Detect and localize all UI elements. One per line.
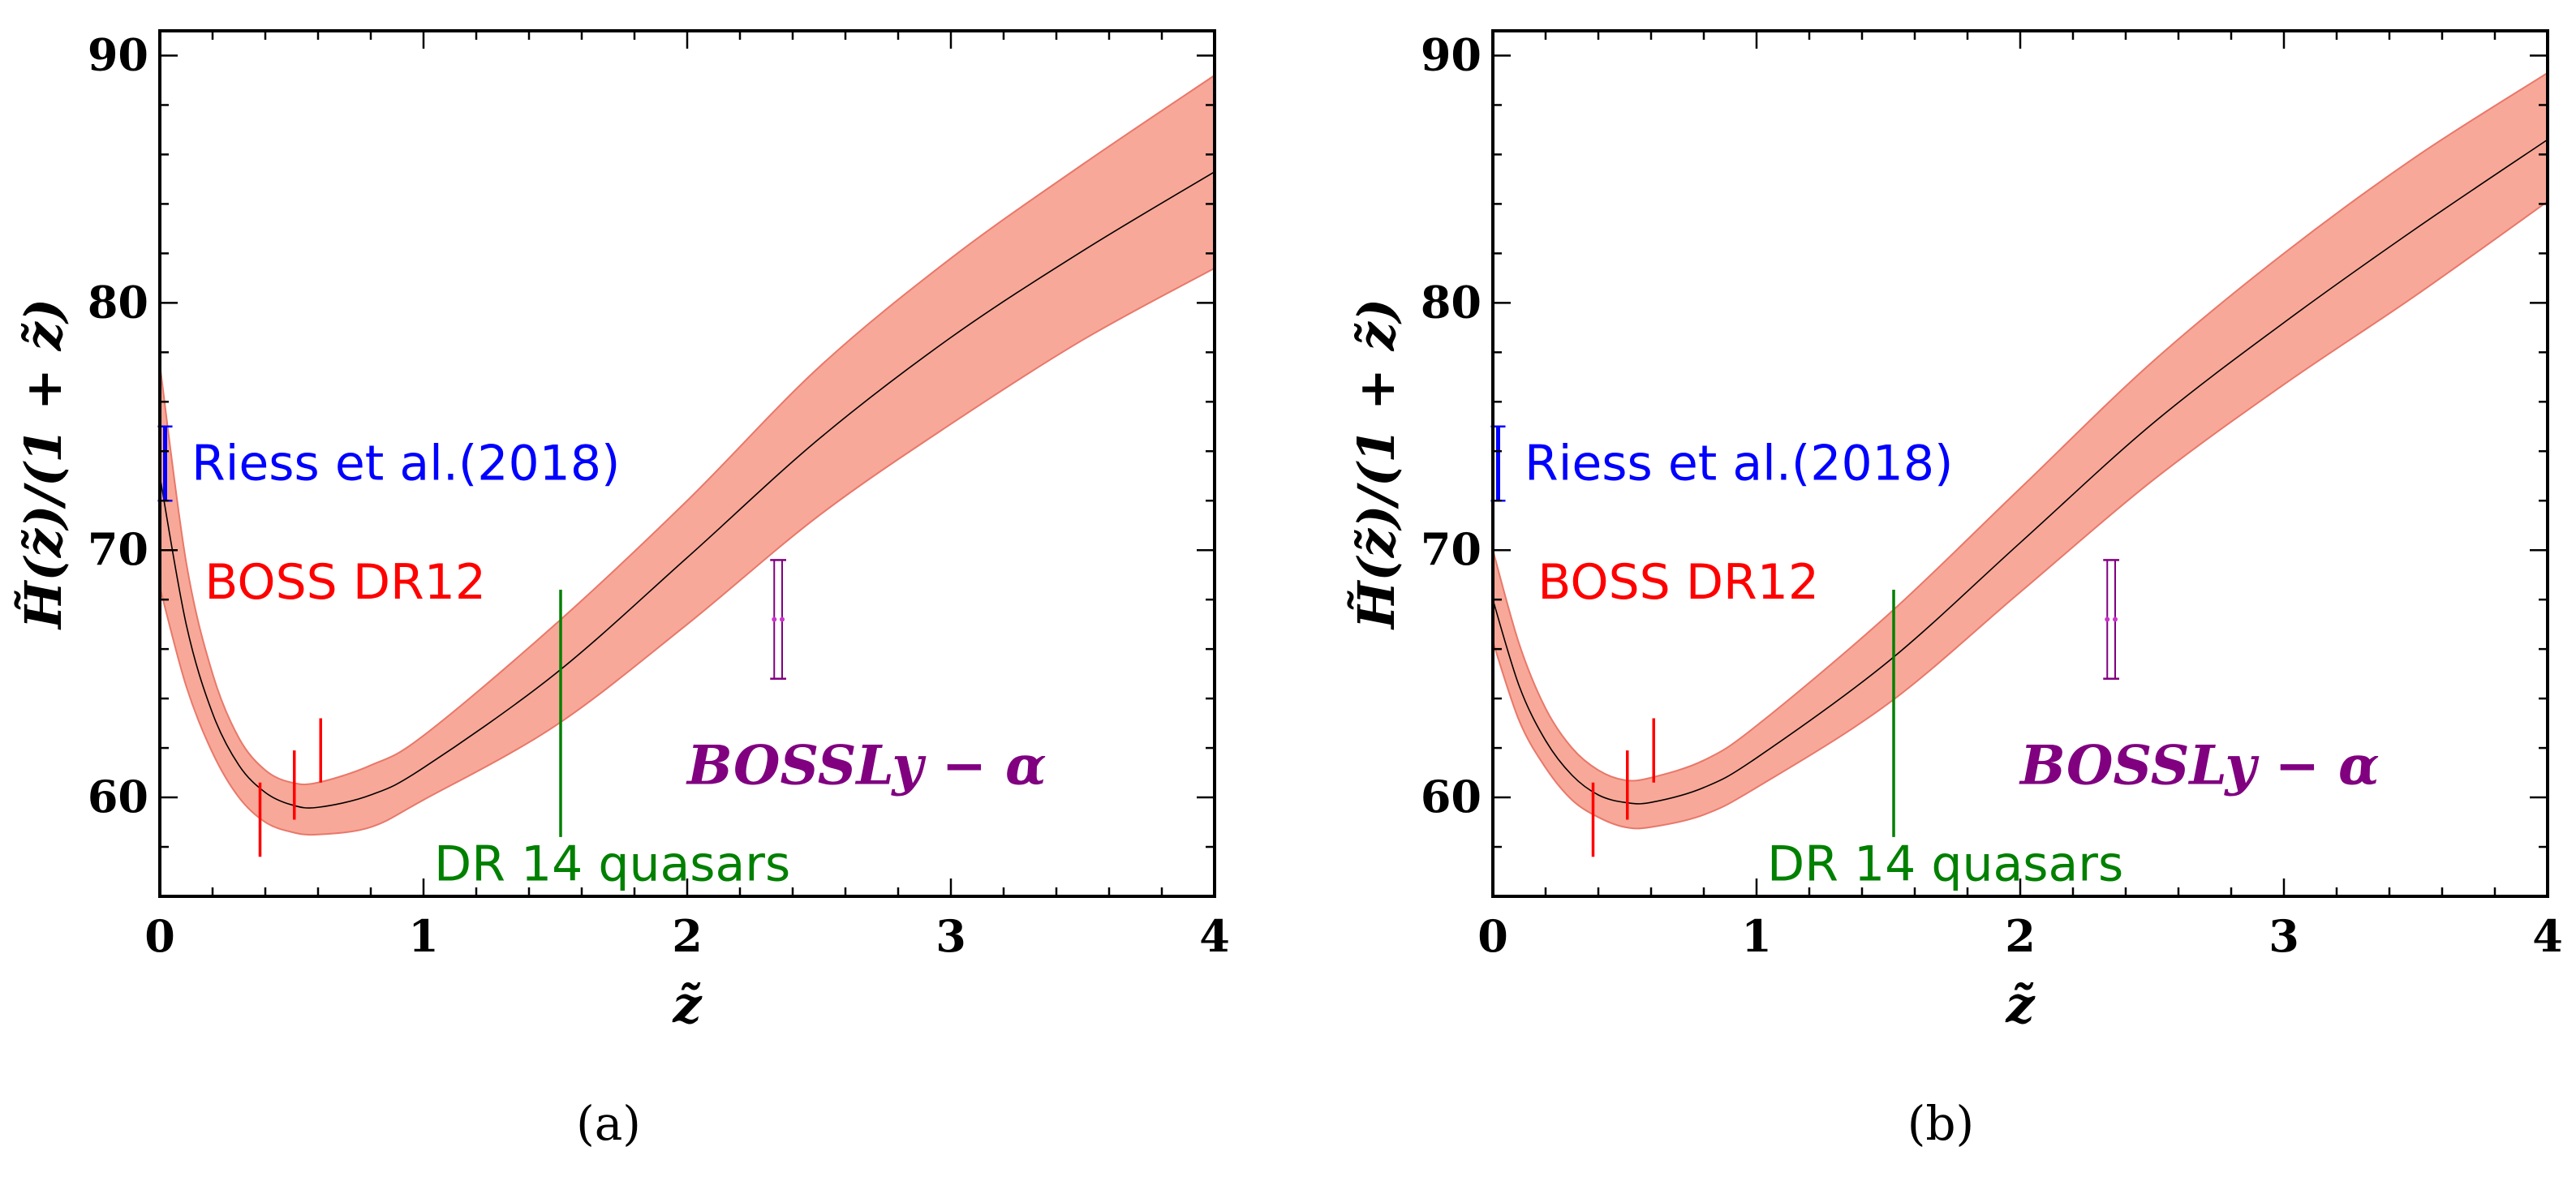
x-tick-label: 2 — [2005, 910, 2036, 962]
y-tick-label: 60 — [88, 771, 148, 823]
annotation-boss: BOSS DR12 — [204, 554, 486, 611]
annotation-dr14: DR 14 quasars — [1767, 835, 2123, 892]
y-tick-label: 90 — [88, 28, 148, 80]
x-tick-label: 1 — [1741, 910, 1772, 962]
data-point — [780, 616, 785, 622]
annotation-riess: Riess et al.(2018) — [1525, 436, 1953, 492]
annotation-dr14: DR 14 quasars — [434, 835, 790, 892]
x-tick-label: 1 — [408, 910, 439, 962]
y-axis-label: H̃(z̃)/(1 + z̃) — [14, 299, 73, 630]
panel-caption: (a) — [576, 1096, 641, 1151]
x-tick-label: 3 — [935, 910, 966, 962]
confidence-band — [159, 73, 1215, 836]
data-point — [2105, 616, 2110, 622]
y-tick-label: 70 — [1421, 523, 1482, 575]
y-tick-label: 70 — [88, 523, 148, 575]
x-tick-label: 4 — [2532, 910, 2563, 962]
data-point — [2113, 616, 2118, 622]
annotation-riess: Riess et al.(2018) — [191, 436, 620, 492]
panel-a: Riess et al.(2018) BOSS DR12 DR 14 quasars… — [14, 28, 1230, 1151]
panel-caption: (b) — [1907, 1096, 1974, 1151]
x-axis-label: z̃ — [672, 975, 703, 1034]
y-tick-label: 80 — [1421, 276, 1482, 328]
x-tick-label: 2 — [672, 910, 703, 962]
x-tick-label: 3 — [2269, 910, 2299, 962]
data-point — [772, 616, 777, 622]
y-tick-label: 80 — [88, 276, 148, 328]
mean-curve — [1492, 139, 2548, 805]
y-tick-label: 90 — [1421, 28, 1482, 80]
x-tick-label: 0 — [144, 910, 175, 962]
annotation-boss: BOSS DR12 — [1537, 554, 1819, 611]
annotation-lya: BOSSLy − α — [2019, 733, 2380, 797]
y-axis-label: H̃(z̃)/(1 + z̃) — [1347, 299, 1406, 630]
x-tick-label: 4 — [1199, 910, 1230, 962]
x-axis-label: z̃ — [2005, 975, 2036, 1034]
x-tick-label: 0 — [1477, 910, 1508, 962]
annotation-lya: BOSSLy − α — [686, 733, 1047, 797]
mean-curve — [159, 171, 1215, 809]
panel-b: Riess et al.(2018) BOSS DR12 DR 14 quasars… — [1347, 28, 2563, 1151]
y-tick-label: 60 — [1421, 771, 1482, 823]
